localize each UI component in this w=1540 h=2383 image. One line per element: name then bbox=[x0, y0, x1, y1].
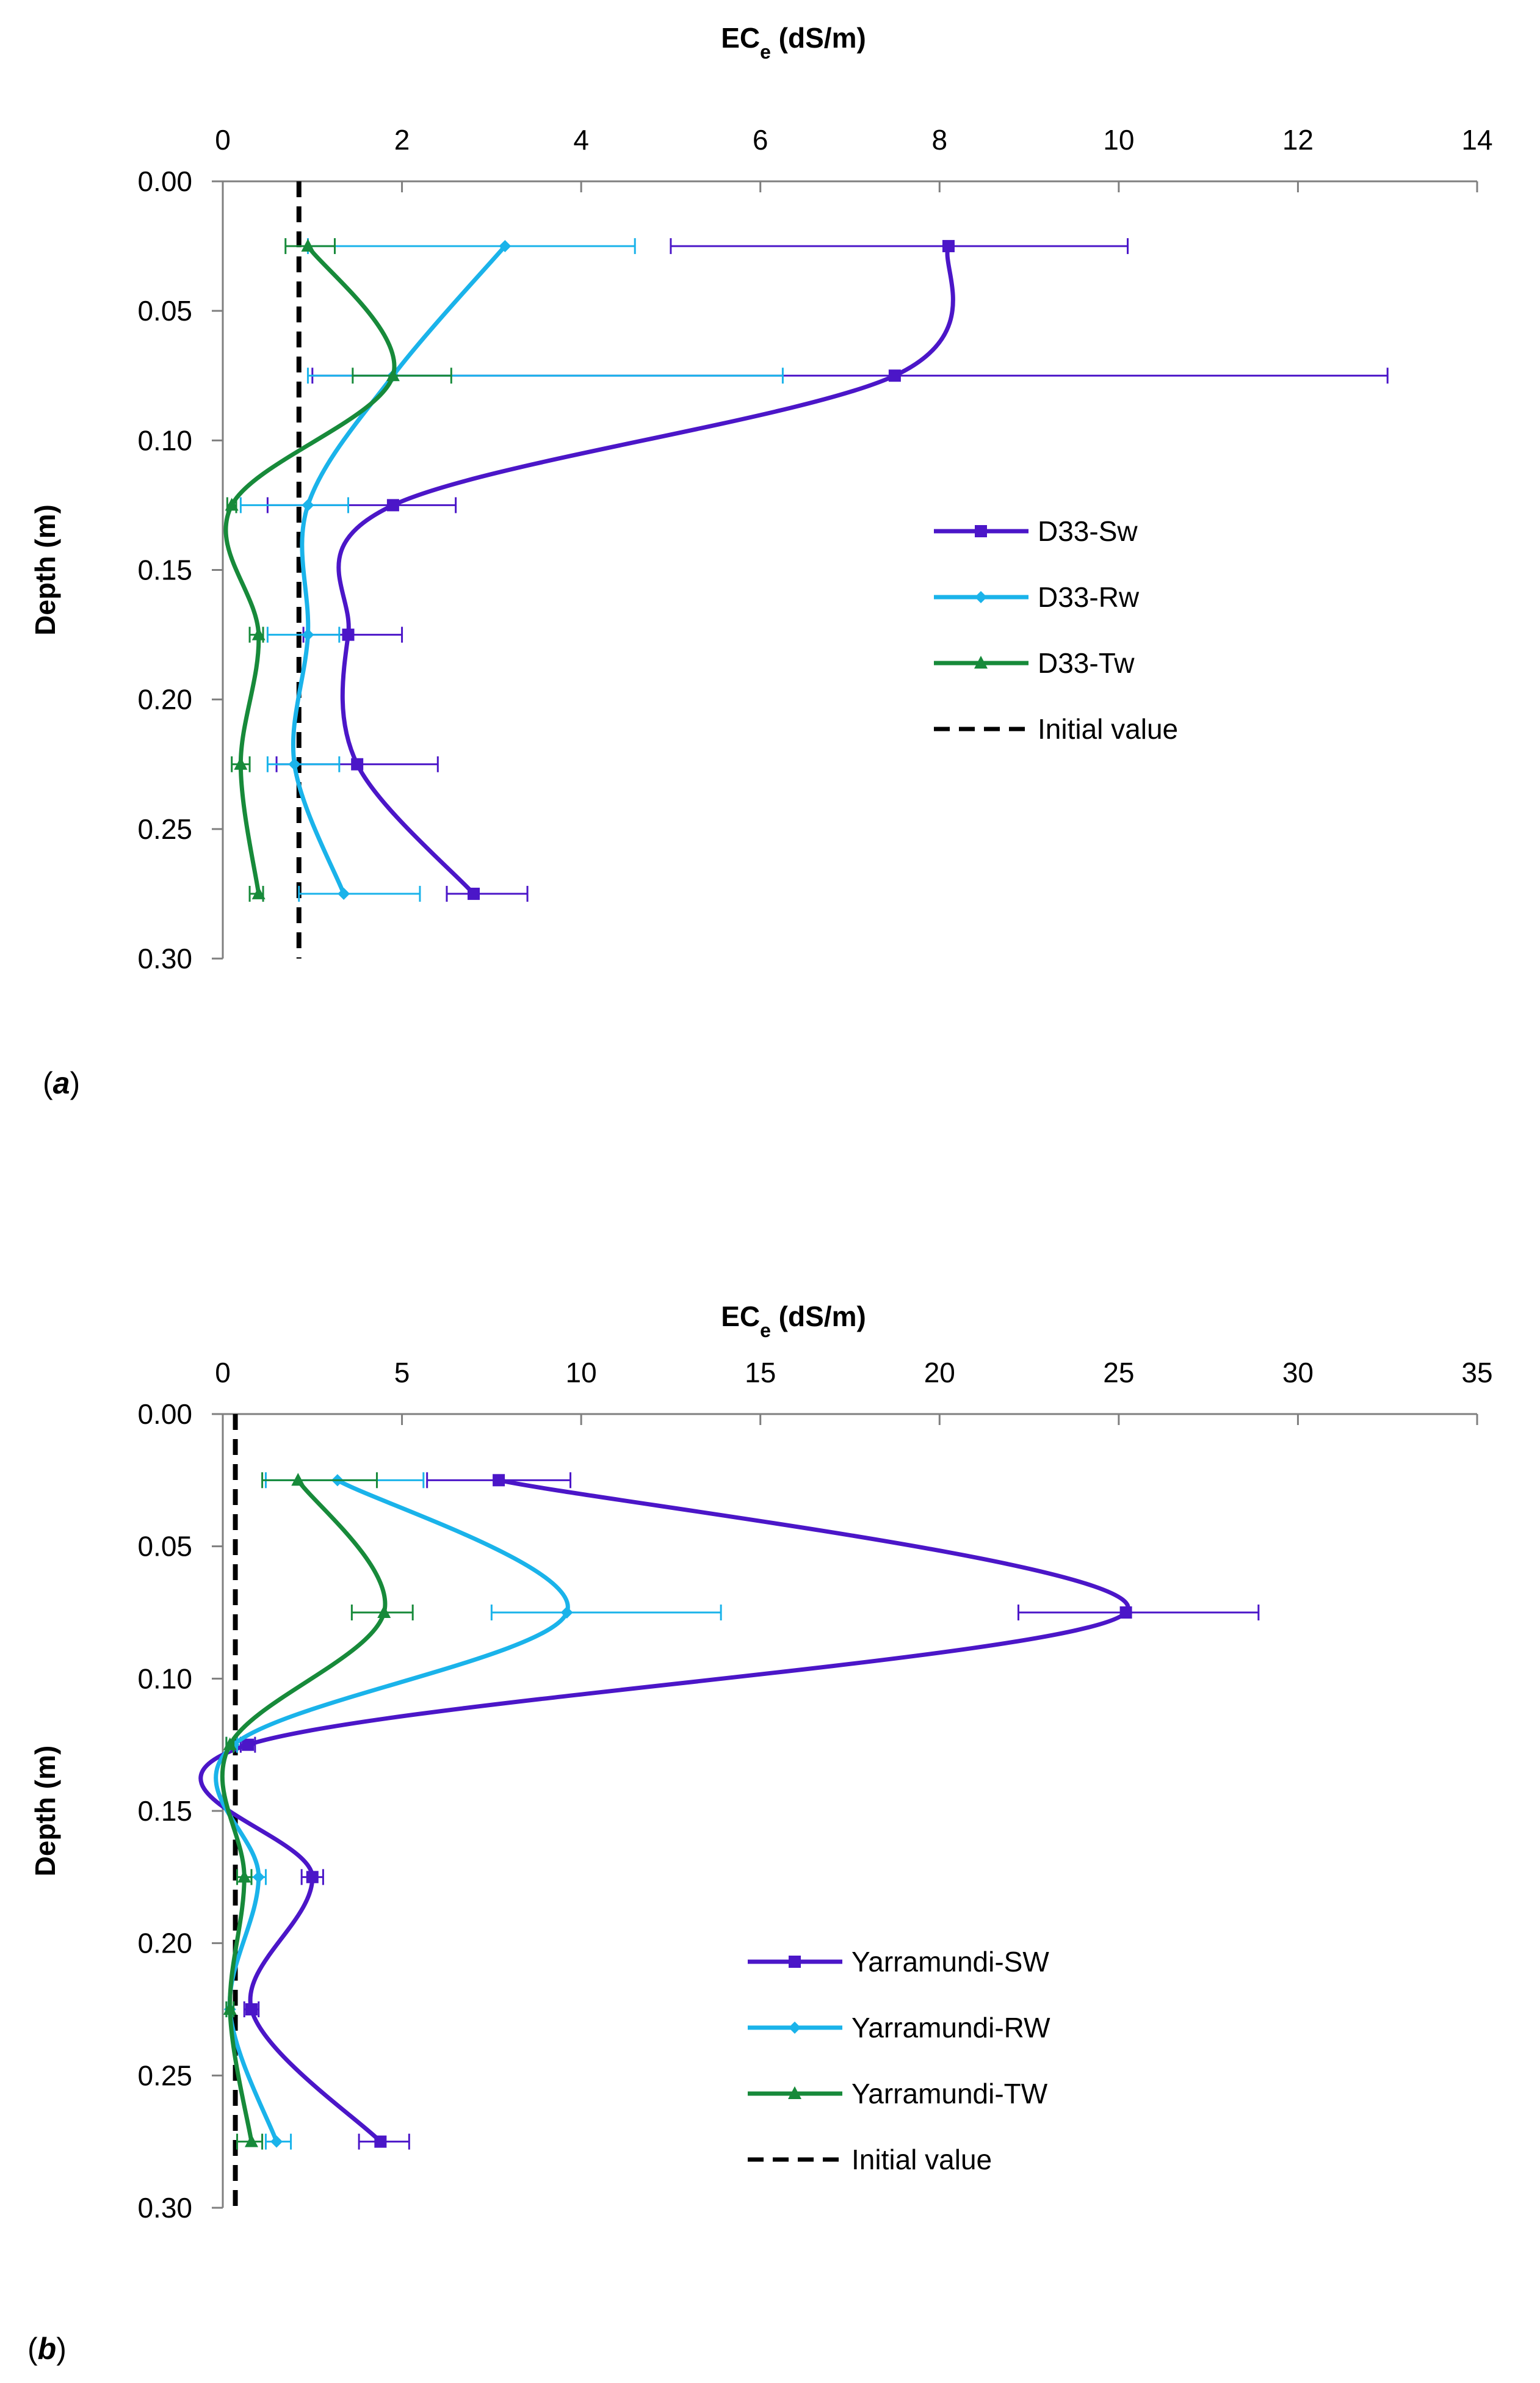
y-tick-label: 0.25 bbox=[137, 2059, 192, 2091]
y-tick-label: 0.15 bbox=[137, 1795, 192, 1827]
y-tick-label: 0.20 bbox=[137, 684, 192, 716]
y-tick-label: 0.30 bbox=[137, 943, 192, 974]
x-tick-label: 5 bbox=[394, 1357, 410, 1388]
data-point-marker bbox=[237, 1870, 251, 1883]
x-axis-title-unit: (dS/m) bbox=[771, 22, 866, 54]
data-point-marker bbox=[225, 498, 239, 511]
y-tick-label: 0.00 bbox=[137, 165, 192, 197]
series-line-2 bbox=[223, 245, 397, 894]
x-tick-label: 4 bbox=[573, 124, 589, 156]
legend-label-0: D33-Sw bbox=[1038, 515, 1138, 547]
legend-label-2: Yarramundi-TW bbox=[851, 2078, 1048, 2109]
data-point-marker bbox=[560, 1606, 573, 1619]
x-tick-label: 20 bbox=[924, 1357, 955, 1388]
chart-b-svg: ECe (dS/m) Depth (m) 0 5 10 15 20 25 30 35 0.00 0.0… bbox=[29, 1300, 1493, 2224]
legend-label-2: D33-Tw bbox=[1038, 647, 1135, 679]
data-point-marker bbox=[302, 628, 314, 641]
y-axis-title: Depth (m) bbox=[29, 504, 61, 636]
data-point-marker bbox=[251, 627, 266, 640]
legend-label-initial: Initial value bbox=[1038, 713, 1178, 745]
x-tick-label: 0 bbox=[215, 124, 231, 156]
x-axis-title-subscript: e bbox=[760, 41, 771, 63]
x-tick-label: 2 bbox=[394, 124, 410, 156]
data-point-marker bbox=[499, 240, 512, 253]
x-tick-label: 10 bbox=[566, 1357, 597, 1388]
data-point-marker bbox=[244, 2134, 258, 2147]
data-point-marker bbox=[223, 1737, 237, 1750]
x-tick-label: 10 bbox=[1103, 124, 1134, 156]
chart-panel-b: ECe (dS/m) Depth (m) 0 5 10 15 20 25 30 35 0.00 0.0… bbox=[0, 1191, 1540, 2383]
y-tick-label: 0.15 bbox=[137, 554, 192, 586]
series-line-0 bbox=[336, 245, 955, 896]
data-point-marker bbox=[291, 1473, 305, 1486]
legend-marker-0 bbox=[789, 1956, 801, 1968]
data-point-marker bbox=[493, 1474, 505, 1487]
series-line-1 bbox=[291, 244, 507, 895]
y-tick-label: 0.05 bbox=[137, 1531, 192, 1562]
x-axis-title-main: EC bbox=[721, 1300, 760, 1332]
x-tick-label: 6 bbox=[753, 124, 768, 156]
y-tick-label: 0.05 bbox=[137, 295, 192, 327]
data-point-marker bbox=[338, 887, 350, 900]
data-point-marker bbox=[1119, 1606, 1132, 1619]
x-axis-title: ECe (dS/m) bbox=[721, 1300, 866, 1341]
y-tick-label: 0.00 bbox=[137, 1398, 192, 1430]
x-tick-label: 25 bbox=[1103, 1357, 1134, 1388]
data-point-marker bbox=[888, 369, 901, 382]
legend-label-initial: Initial value bbox=[851, 2144, 992, 2175]
data-point-marker bbox=[245, 2003, 258, 2015]
data-point-marker bbox=[301, 239, 315, 252]
data-point-marker bbox=[302, 499, 314, 512]
y-tick-label: 0.10 bbox=[137, 1663, 192, 1694]
x-tick-label: 8 bbox=[931, 124, 947, 156]
legend-label-1: Yarramundi-RW bbox=[851, 2012, 1050, 2044]
x-tick-label: 14 bbox=[1461, 124, 1492, 156]
legend-label-0: Yarramundi-SW bbox=[851, 1946, 1049, 1978]
data-point-marker bbox=[374, 2135, 387, 2148]
data-point-marker bbox=[351, 758, 364, 771]
data-point-marker bbox=[234, 756, 248, 770]
x-tick-label: 12 bbox=[1282, 124, 1314, 156]
panel-label-a: (a) bbox=[43, 1066, 81, 1100]
data-point-marker bbox=[223, 2002, 237, 2015]
legend-label-1: D33-Rw bbox=[1038, 581, 1140, 613]
series-line-2 bbox=[220, 1479, 388, 2142]
x-axis-title-unit: (dS/m) bbox=[771, 1300, 866, 1332]
panel-label-b: (b) bbox=[27, 2332, 67, 2366]
x-tick-label: 0 bbox=[215, 1357, 231, 1388]
chart-panel-a: ECe (dS/m) Depth (m) 0 2 4 6 8 10 12 14 0.00 0.05 0.… bbox=[0, 0, 1540, 1191]
x-axis-title-main: EC bbox=[721, 22, 760, 54]
data-point-marker bbox=[386, 499, 399, 512]
x-axis-title-subscript: e bbox=[760, 1319, 771, 1341]
data-point-marker bbox=[252, 1871, 265, 1884]
data-point-marker bbox=[386, 368, 400, 382]
data-point-marker bbox=[342, 628, 355, 641]
x-axis-title: ECe (dS/m) bbox=[721, 22, 866, 63]
x-tick-label: 35 bbox=[1461, 1357, 1492, 1388]
legend-marker-2 bbox=[974, 656, 988, 669]
legend-marker-1 bbox=[975, 591, 987, 603]
chart-a-svg: ECe (dS/m) Depth (m) 0 2 4 6 8 10 12 14 0.00 0.05 0.… bbox=[29, 22, 1493, 974]
data-point-marker bbox=[270, 2135, 283, 2148]
data-point-marker bbox=[251, 886, 266, 899]
legend-marker-1 bbox=[789, 2022, 801, 2034]
x-tick-label: 15 bbox=[745, 1357, 776, 1388]
y-axis-title: Depth (m) bbox=[29, 1746, 61, 1877]
legend-marker-2 bbox=[788, 2086, 801, 2099]
y-tick-label: 0.30 bbox=[137, 2192, 192, 2224]
y-tick-label: 0.20 bbox=[137, 1928, 192, 1959]
y-tick-label: 0.10 bbox=[137, 424, 192, 456]
series-line-0 bbox=[198, 1478, 1130, 2144]
x-tick-label: 30 bbox=[1282, 1357, 1314, 1388]
data-point-marker bbox=[242, 1738, 255, 1751]
data-point-marker bbox=[468, 887, 480, 900]
legend-marker-0 bbox=[975, 525, 987, 537]
data-point-marker bbox=[942, 240, 955, 253]
data-point-marker bbox=[377, 1605, 391, 1618]
data-point-marker bbox=[306, 1871, 319, 1884]
y-tick-label: 0.25 bbox=[137, 813, 192, 845]
data-point-marker bbox=[288, 758, 301, 771]
